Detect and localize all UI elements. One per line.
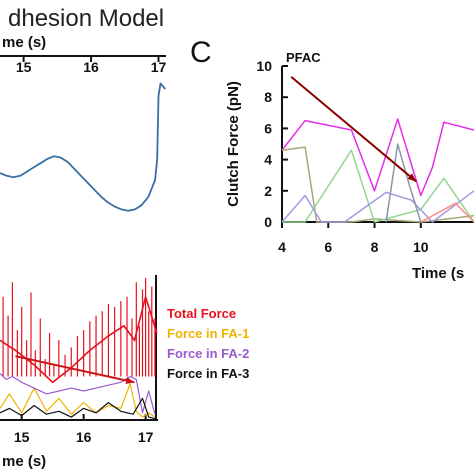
top-left-ticks: 15 16 17 bbox=[16, 56, 167, 75]
panel-c-series-4 bbox=[281, 190, 474, 223]
panel-c-x-axis-label: Time (s bbox=[412, 265, 464, 282]
panel-letter-c: C bbox=[190, 36, 212, 69]
panel-c-y-tick-label: 4 bbox=[264, 152, 272, 168]
pfac-arrow-line bbox=[290, 76, 417, 183]
bottom-left-arrow-line bbox=[15, 355, 135, 384]
panel-c-series-6 bbox=[420, 202, 474, 223]
panel-c-y-tick-label: 6 bbox=[264, 120, 272, 136]
top-left-series-1 bbox=[0, 82, 166, 212]
pfac-label: PFAC bbox=[286, 50, 321, 65]
legend-entry-1: Total Force bbox=[167, 306, 236, 321]
bottom-left-x-tick-label: 17 bbox=[138, 429, 154, 445]
panel-c-annotation: PFAC bbox=[286, 50, 417, 183]
panel-c-y-axis-label: Clutch Force (pN) bbox=[225, 81, 242, 207]
total-force-envelope bbox=[0, 293, 158, 384]
bottom-left-x-tick-label: 15 bbox=[14, 429, 30, 445]
panel-c-chart: Clutch Force (pN) Time (s 4 6 8 10 0 2 4 6 8 10 P… bbox=[225, 50, 474, 282]
panel-c-series-1 bbox=[281, 118, 474, 197]
panel-c-series-5 bbox=[385, 143, 422, 223]
top-left-x-tick-label: 16 bbox=[83, 59, 99, 75]
bottom-left-x-axis-label: me (s) bbox=[2, 453, 46, 470]
panel-c-x-tick-label: 8 bbox=[371, 239, 379, 255]
bottom-left-series-3 bbox=[0, 397, 156, 420]
legend-entry-3: Force in FA-2 bbox=[167, 346, 249, 361]
panel-c-x-tick-label: 10 bbox=[413, 239, 429, 255]
bottom-left-series bbox=[0, 277, 158, 420]
top-left-x-tick-label: 15 bbox=[16, 59, 32, 75]
panel-c-series-3 bbox=[282, 149, 474, 223]
bottom-left-ticks: 15 16 17 bbox=[14, 414, 154, 445]
legend-entry-4: Force in FA-3 bbox=[167, 366, 249, 381]
panel-c-y-tick-label: 0 bbox=[264, 214, 272, 230]
legend-entry-2: Force in FA-1 bbox=[167, 326, 249, 341]
bottom-left-legend: Total Force Force in FA-1 Force in FA-2 For… bbox=[167, 306, 249, 381]
bottom-left-series-2 bbox=[0, 373, 156, 415]
bottom-left-x-tick-label: 16 bbox=[76, 429, 92, 445]
top-left-x-axis-label: me (s) bbox=[2, 34, 46, 51]
top-left-x-tick-label: 17 bbox=[151, 59, 167, 75]
panel-c-x-tick-label: 4 bbox=[278, 239, 286, 255]
pfac-arrow-head bbox=[407, 173, 417, 182]
panel-c-series bbox=[281, 118, 474, 223]
bottom-left-arrow-head bbox=[125, 377, 135, 384]
panel-c-x-tick-label: 6 bbox=[324, 239, 332, 255]
bottom-left-chart: me (s) 15 16 17 Total Force Force in FA-1 Fo… bbox=[0, 275, 249, 470]
panel-c-y-tick-label: 8 bbox=[264, 89, 272, 105]
panel-c-y-tick-label: 2 bbox=[264, 183, 272, 199]
top-left-chart: me (s) 15 16 17 bbox=[0, 34, 167, 212]
panel-c-series-2 bbox=[281, 146, 474, 223]
top-left-series bbox=[0, 82, 166, 212]
panel-c-y-tick-label: 10 bbox=[256, 58, 272, 74]
bottom-left-series-1 bbox=[0, 383, 156, 418]
figure-title: dhesion Model bbox=[8, 5, 164, 32]
